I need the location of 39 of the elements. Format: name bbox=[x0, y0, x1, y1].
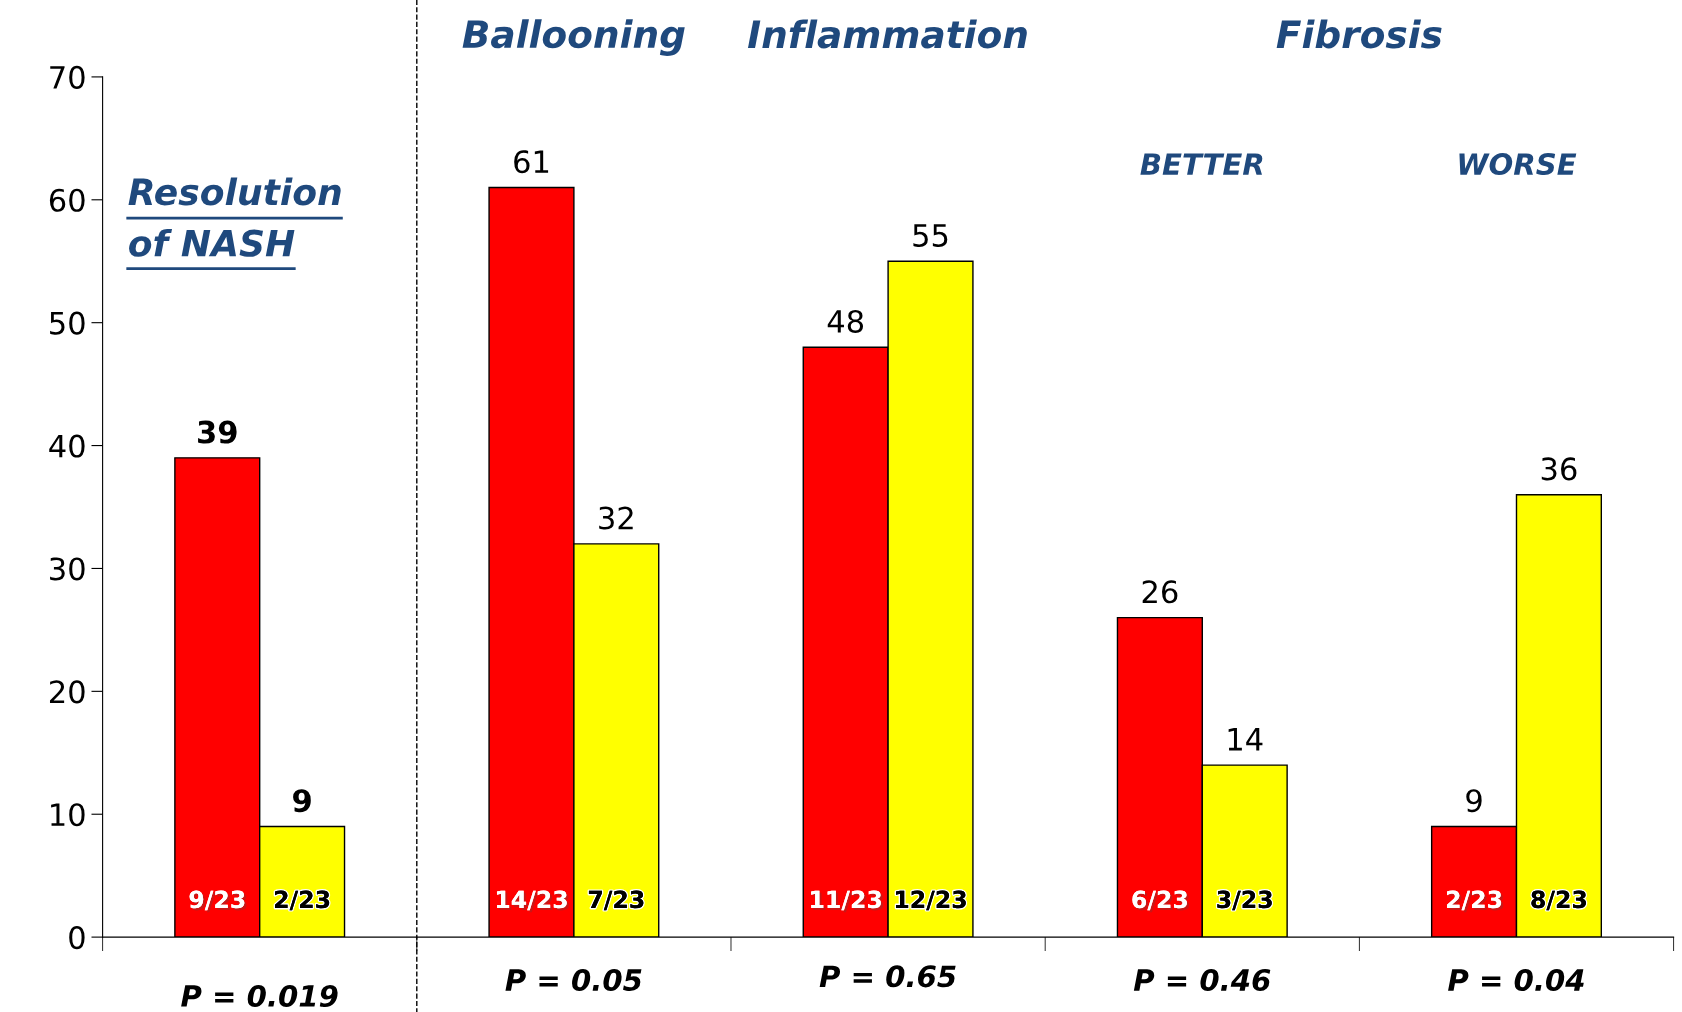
y-tick-label: 60 bbox=[49, 188, 85, 212]
annotation: 2/23 bbox=[1446, 890, 1504, 913]
text: Ballooning bbox=[462, 19, 685, 56]
text: P = 0.65 bbox=[819, 965, 956, 988]
annotation: WORSE bbox=[1459, 153, 1577, 176]
y-tick-label: 70 bbox=[50, 65, 85, 89]
annotation: 8/23 bbox=[1531, 890, 1586, 911]
text: P = 0.019 bbox=[181, 984, 338, 1008]
text: P = 0.46 bbox=[1133, 968, 1271, 992]
y-tick-label: 30 bbox=[50, 557, 85, 581]
annotation: 14/23 bbox=[496, 890, 569, 913]
y-tick-label: 0 bbox=[69, 926, 85, 950]
y-tick-label: 40 bbox=[49, 434, 85, 458]
data-label: 61 bbox=[514, 150, 549, 174]
annotation: 11/23 bbox=[811, 890, 884, 913]
text: P = 0.05 bbox=[505, 968, 642, 992]
annotation: 6/23 bbox=[1132, 890, 1190, 913]
data-label: 36 bbox=[1541, 457, 1577, 481]
annotation: 2/23 bbox=[275, 890, 330, 911]
data-label: 39 bbox=[198, 420, 237, 444]
y-tick-label: 50 bbox=[50, 311, 85, 335]
annotation: 9/23 bbox=[189, 890, 247, 913]
y-tick-label: 10 bbox=[51, 803, 85, 827]
text: Fibrosis bbox=[1276, 19, 1442, 49]
y-tick-label: 20 bbox=[49, 680, 85, 704]
annotation: 12/23 bbox=[896, 890, 966, 911]
data-label: 14 bbox=[1228, 728, 1263, 751]
annotation: Resolution of NASH bbox=[128, 177, 341, 257]
data-label: 55 bbox=[913, 224, 948, 247]
annotation: 7/23 bbox=[588, 890, 644, 911]
annotation: BETTER bbox=[1140, 153, 1263, 175]
text: P = 0.04 bbox=[1448, 968, 1584, 992]
data-label: 9 bbox=[1466, 789, 1482, 813]
data-label: 26 bbox=[1142, 580, 1178, 604]
annotation: 3/23 bbox=[1217, 890, 1272, 911]
data-label: 9 bbox=[293, 789, 311, 813]
data-label: 32 bbox=[599, 506, 633, 530]
text: Inflammation bbox=[747, 19, 1027, 49]
data-label: 48 bbox=[827, 309, 864, 334]
